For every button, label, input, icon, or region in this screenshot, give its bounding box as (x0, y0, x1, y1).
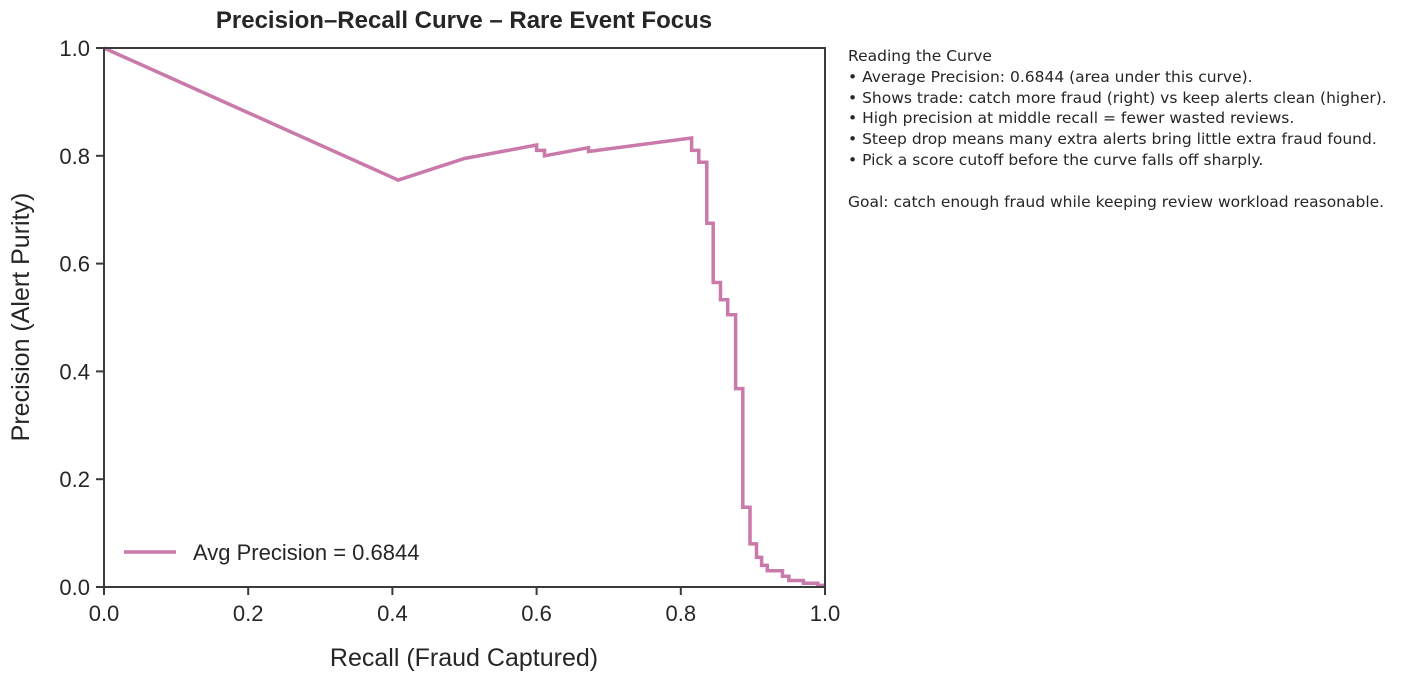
note-line: • Pick a score cutoff before the curve f… (848, 150, 1264, 169)
legend: Avg Precision = 0.6844 (124, 540, 419, 565)
x-tick-label: 0.0 (89, 601, 120, 626)
x-axis-label: Recall (Fraud Captured) (330, 644, 598, 672)
y-tick-label: 1.0 (59, 36, 90, 61)
x-tick-label: 0.2 (233, 601, 264, 626)
precision-recall-chart: Precision–Recall Curve – Rare Event Focu… (7, 7, 840, 672)
ticks-layer: 0.0 0.2 0.4 0.6 0.8 1.0 0.0 0.2 0.4 0.6 0.8 1.0 (59, 36, 840, 626)
note-line: • Steep drop means many extra alerts bri… (848, 130, 1377, 149)
y-tick-label: 0.4 (59, 359, 90, 384)
note-line: • Average Precision: 0.6844 (area under … (848, 67, 1253, 86)
note-goal: Goal: catch enough fraud while keeping r… (848, 192, 1385, 211)
x-tick-label: 1.0 (810, 601, 840, 626)
y-tick-label: 0.2 (59, 467, 90, 492)
y-tick-label: 0.6 (59, 252, 90, 277)
plot-frame (103, 47, 826, 588)
y-tick-label: 0.0 (59, 575, 90, 600)
x-tick-label: 0.8 (666, 601, 697, 626)
series-line (103, 46, 825, 588)
note-spacer (848, 171, 1424, 192)
legend-label: Avg Precision = 0.6844 (193, 540, 419, 565)
note-line: • High precision at middle recall = fewe… (848, 109, 1295, 128)
x-tick-label: 0.4 (377, 601, 408, 626)
y-axis-label: Precision (Alert Purity) (7, 193, 35, 442)
x-tick-label: 0.6 (521, 601, 552, 626)
y-tick-label: 0.8 (59, 144, 90, 169)
note-line: • Shows trade: catch more fraud (right) … (848, 88, 1387, 107)
notes-heading: Reading the Curve (848, 47, 992, 65)
chart-title: Precision–Recall Curve – Rare Event Focu… (216, 7, 712, 34)
notes-panel: Reading the Curve • Average Precision: 0… (848, 46, 1424, 212)
